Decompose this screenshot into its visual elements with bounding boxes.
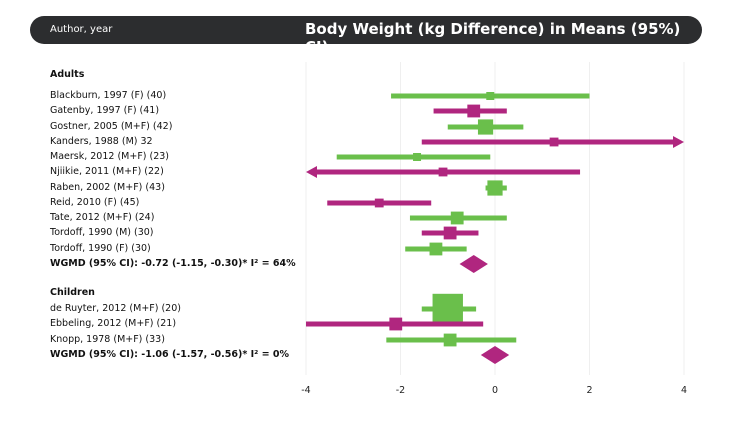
x-tick-label: -2 [396, 385, 405, 396]
summary-diamond [480, 346, 510, 364]
study-label: Raben, 2002 (M+F) (43) [50, 182, 165, 193]
arrow-right-icon [673, 136, 684, 148]
point-estimate-square [486, 92, 495, 100]
study-label: Tate, 2012 (M+F) (24) [50, 212, 155, 223]
chart-title: Body Weight (kg Difference) in Means (95… [305, 20, 681, 56]
arrow-left-icon [306, 166, 317, 178]
study-label: Njiikie, 2011 (M+F) (22) [50, 166, 164, 177]
study-label: Reid, 2010 (F) (45) [50, 197, 140, 208]
study-label: Ebbeling, 2012 (M+F) (21) [50, 318, 177, 329]
x-tick-label: 2 [586, 385, 592, 396]
point-estimate-square [549, 137, 559, 147]
point-estimate-square [467, 104, 481, 118]
study-label: Tordoff, 1990 (M) (30) [50, 227, 154, 238]
point-estimate-square [487, 180, 503, 196]
study-label: Kanders, 1988 (M) 32 [50, 136, 153, 147]
study-label: Knopp, 1978 (M+F) (33) [50, 334, 165, 345]
summary-diamond [459, 255, 488, 273]
group-heading: Adults [50, 69, 85, 80]
study-label: Gostner, 2005 (M+F) (42) [50, 121, 173, 132]
point-estimate-square [443, 226, 457, 240]
point-estimate-square [389, 317, 403, 331]
point-estimate-square [374, 198, 384, 208]
study-label: Gatenby, 1997 (F) (41) [50, 105, 160, 116]
x-tick-label: -4 [301, 385, 310, 396]
header-bar: Author, year Body Weight (kg Difference)… [30, 16, 702, 56]
point-estimate-square [438, 167, 448, 177]
author-year-column-header: Author, year [50, 24, 113, 35]
summary-label: WGMD (95% CI): -0.72 (-1.15, -0.30)* I² … [50, 258, 296, 269]
summary-label: WGMD (95% CI): -1.06 (-1.57, -0.56)* I² … [50, 349, 289, 360]
point-estimate-square [429, 242, 443, 256]
ci-bar [421, 139, 676, 145]
point-estimate-square [413, 153, 422, 161]
point-estimate-square [477, 119, 494, 135]
point-estimate-square [443, 333, 457, 347]
point-estimate-square [450, 211, 464, 225]
study-label: Tordoff, 1990 (F) (30) [50, 243, 151, 254]
x-tick-label: 4 [681, 385, 687, 396]
group-heading: Children [50, 287, 95, 298]
study-label: Maersk, 2012 (M+F) (23) [50, 151, 170, 162]
study-label: de Ruyter, 2012 (M+F) (20) [50, 303, 181, 314]
study-label: Blackburn, 1997 (F) (40) [50, 90, 167, 101]
point-estimate-square [432, 293, 463, 325]
x-tick-label: 0 [492, 385, 498, 396]
